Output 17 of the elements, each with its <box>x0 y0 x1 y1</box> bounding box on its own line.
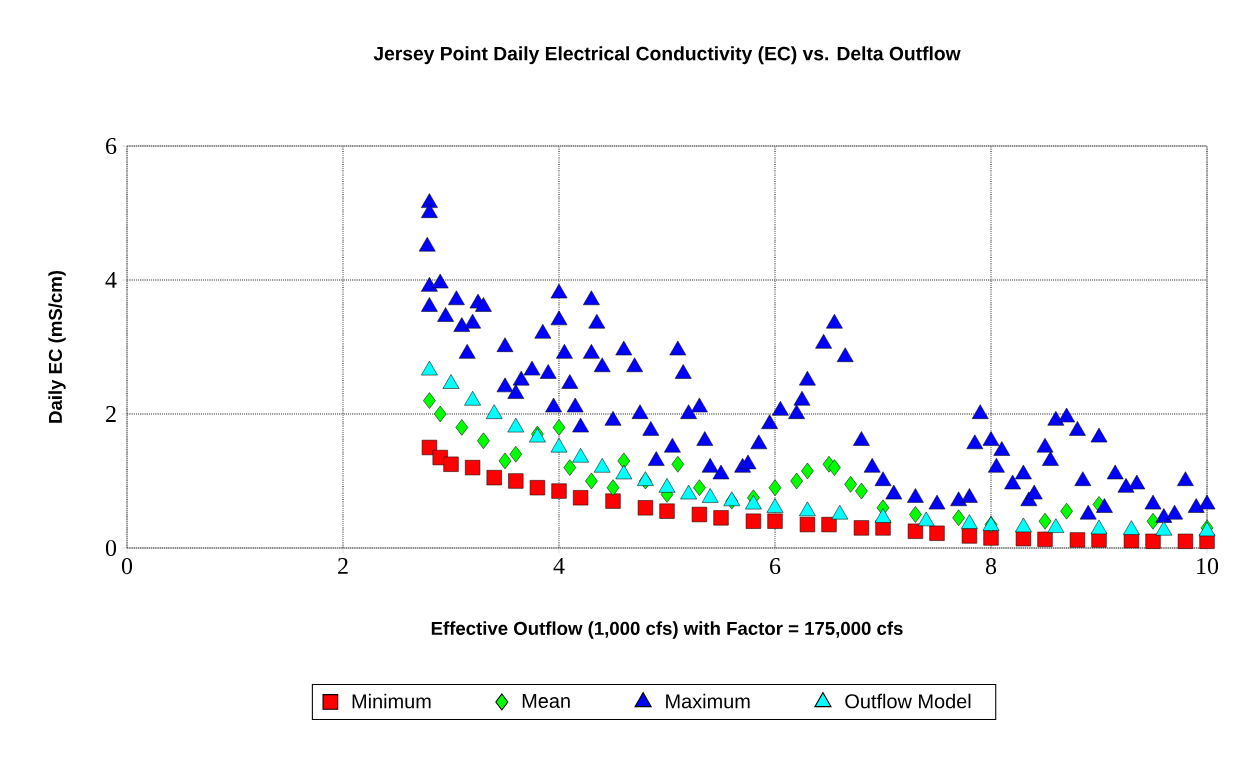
y-tick-label: 0 <box>105 539 117 557</box>
x-tick-label: 2 <box>338 558 348 574</box>
x-tick-label: 8 <box>985 558 997 575</box>
y-tick-label: 2 <box>106 406 116 422</box>
legend-label: Mean <box>522 694 570 709</box>
legend-label: Outflow Model <box>845 693 971 709</box>
x-axis-title: Effective Outflow (1,000 cfs) with Factor = 175,000 cfs <box>431 621 903 639</box>
y-tick-label: 6 <box>106 137 117 155</box>
x-tick-label: 10 <box>1197 558 1219 575</box>
legend-label: Maximum <box>666 693 750 709</box>
y-axis-title: Daily EC (mS/cm) <box>48 270 66 423</box>
x-tick-label: 4 <box>553 558 565 574</box>
y-tick-label: 4 <box>105 272 117 288</box>
x-tick-label: 0 <box>121 558 133 575</box>
chart-title: Jersey Point Daily Electrical Conductivity (EC) vs. Delta Outflow <box>373 46 961 65</box>
legend-label: Minimum <box>352 693 431 709</box>
x-tick-label: 6 <box>770 558 781 575</box>
